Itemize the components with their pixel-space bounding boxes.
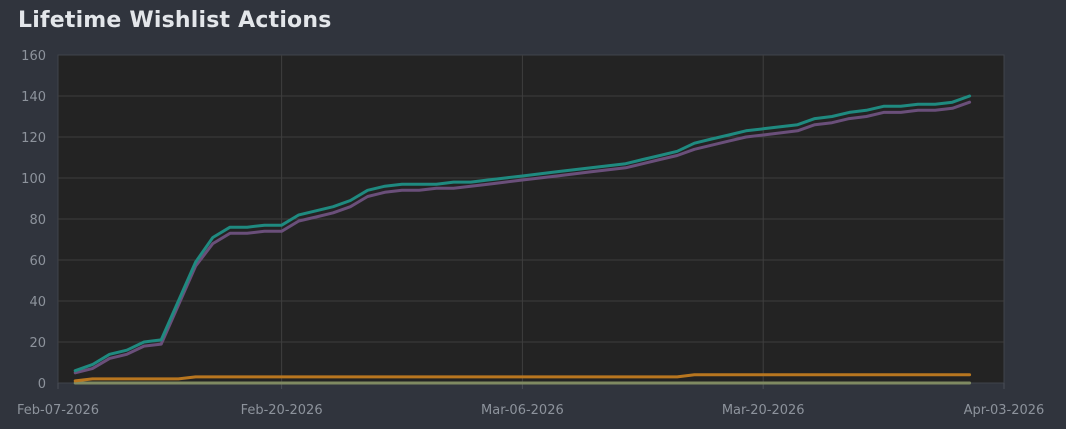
- x-tick-label: Mar-06-2026: [481, 403, 564, 418]
- y-tick-label: 60: [29, 254, 46, 269]
- y-tick-label: 20: [29, 336, 46, 351]
- series-line-1: [73, 100, 972, 375]
- series-group: [73, 94, 972, 385]
- x-axis: Feb-07-2026 Feb-20-2026 Mar-06-2026 Mar-20-…: [17, 383, 1044, 418]
- y-tick-label: 140: [21, 90, 46, 105]
- y-tick-label: 100: [21, 172, 46, 187]
- y-tick-label: 120: [21, 131, 46, 146]
- x-tick-label: Feb-07-2026: [17, 403, 99, 418]
- y-tick-label: 80: [29, 213, 46, 228]
- x-tick-label: Apr-03-2026: [964, 403, 1045, 418]
- y-tick-label: 40: [29, 295, 46, 310]
- chart-title: Lifetime Wishlist Actions: [18, 8, 332, 33]
- series-line-0: [73, 94, 972, 373]
- grid-lines: [58, 55, 1004, 383]
- y-tick-label: 0: [38, 377, 46, 392]
- x-tick-label: Feb-20-2026: [241, 403, 323, 418]
- y-axis: 0 20 40 60 80 100 120 140 160: [21, 49, 46, 392]
- y-tick-label: 160: [21, 49, 46, 64]
- series-line-2: [73, 373, 972, 383]
- x-tick-label: Mar-20-2026: [722, 403, 805, 418]
